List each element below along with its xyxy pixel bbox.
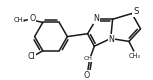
Text: O: O (29, 14, 35, 23)
Text: CH₃: CH₃ (129, 53, 141, 59)
Text: CH: CH (84, 56, 93, 61)
Text: CH₃: CH₃ (14, 17, 26, 23)
Text: O: O (84, 71, 90, 80)
Text: Cl: Cl (27, 52, 35, 61)
Text: N: N (93, 14, 99, 23)
Text: S: S (133, 7, 138, 16)
Text: N: N (109, 35, 115, 44)
